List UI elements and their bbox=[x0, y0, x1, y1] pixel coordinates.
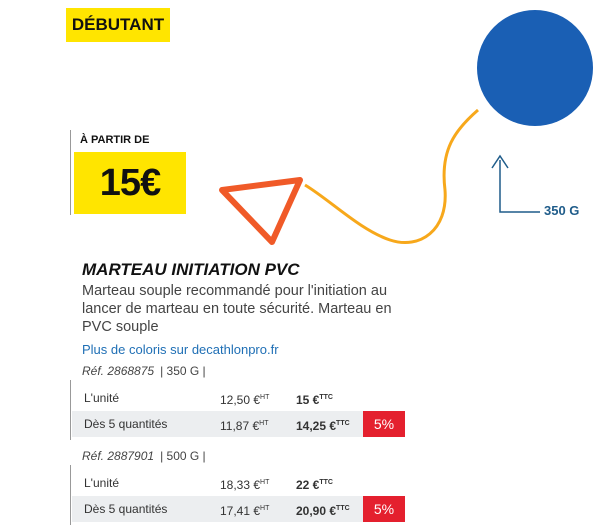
unit: HT bbox=[260, 505, 270, 512]
discount: 5% bbox=[363, 411, 405, 437]
price-ht: 12,50 €HT bbox=[220, 393, 270, 407]
divider bbox=[70, 465, 71, 525]
hammer-ball bbox=[477, 10, 593, 126]
unit: TTC bbox=[319, 394, 333, 401]
price: 15€ bbox=[74, 152, 186, 214]
arrow bbox=[491, 154, 540, 213]
product-title: MARTEAU INITIATION PVC bbox=[82, 260, 300, 279]
price-ttc: 22 €TTC bbox=[296, 478, 333, 492]
hammer-handle bbox=[219, 177, 303, 245]
spec: | 500 G | bbox=[160, 449, 206, 463]
divider bbox=[70, 380, 71, 440]
price-ht: 17,41 €HT bbox=[220, 504, 270, 518]
price-row: Dès 5 quantités 17,41 €HT 20,90 €TTC 5% bbox=[72, 496, 405, 522]
price-ttc: 20,90 €TTC bbox=[296, 504, 350, 518]
price-row: L'unité 18,33 €HT 22 €TTC bbox=[72, 470, 405, 496]
price-ttc: 14,25 €TTC bbox=[296, 419, 350, 433]
price-label: À PARTIR DE bbox=[80, 134, 150, 146]
unit: HT bbox=[260, 479, 270, 486]
price-row: Dès 5 quantités 11,87 €HT 14,25 €TTC 5% bbox=[72, 411, 405, 437]
divider bbox=[70, 130, 71, 215]
weight-label: 350 G bbox=[544, 203, 580, 218]
unit: TTC bbox=[336, 505, 350, 512]
reference: Réf. 2868875 | 350 G | bbox=[82, 364, 206, 378]
reference: Réf. 2887901 | 500 G | bbox=[82, 449, 206, 463]
discount: 5% bbox=[363, 496, 405, 522]
price-ht: 11,87 €HT bbox=[220, 419, 269, 433]
unit: TTC bbox=[319, 479, 333, 486]
price-ttc: 15 €TTC bbox=[296, 393, 333, 407]
product-link[interactable]: Plus de coloris sur decathlonpro.fr bbox=[82, 342, 279, 357]
unit: HT bbox=[259, 420, 269, 427]
unit: TTC bbox=[336, 420, 350, 427]
quantity-label: Dès 5 quantités bbox=[84, 417, 168, 431]
level-badge: DÉBUTANT bbox=[66, 8, 170, 42]
price-ht: 18,33 €HT bbox=[220, 478, 270, 492]
product-description: Marteau souple recommandé pour l'initiat… bbox=[82, 283, 392, 335]
hammer-wire bbox=[304, 108, 479, 245]
quantity-label: L'unité bbox=[84, 476, 119, 490]
spec: | 350 G | bbox=[160, 364, 206, 378]
quantity-label: L'unité bbox=[84, 391, 119, 405]
quantity-label: Dès 5 quantités bbox=[84, 502, 168, 516]
price-row: L'unité 12,50 €HT 15 €TTC bbox=[72, 385, 405, 411]
unit: HT bbox=[260, 394, 270, 401]
